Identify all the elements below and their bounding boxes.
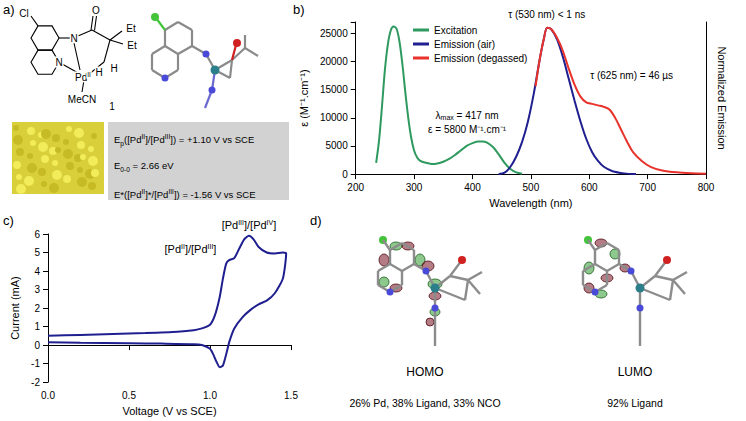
svg-text:III: III	[238, 219, 244, 226]
svg-text:0: 0	[34, 340, 40, 351]
svg-text:Et: Et	[127, 40, 137, 51]
svg-text:Normalized Emission: Normalized Emission	[716, 46, 728, 149]
svg-text:]: ]	[273, 219, 276, 231]
svg-text:MeCN: MeCN	[68, 94, 96, 105]
svg-text:II: II	[181, 243, 185, 250]
svg-text:1.0: 1.0	[203, 390, 217, 401]
svg-text:25000: 25000	[320, 28, 348, 39]
svg-text:92% Ligand: 92% Ligand	[607, 397, 663, 409]
html-text:E*([PdII]*/[PdIII]) = -1.56 V: E*([PdII]*/[PdIII]) = -1.56 V vs SCE	[114, 187, 256, 201]
svg-text:ε = 5800 M⁻¹.cm⁻¹: ε = 5800 M⁻¹.cm⁻¹	[428, 124, 507, 135]
html-text:b): b)	[293, 2, 305, 17]
html-text:Ep([PdII]/[PdIII]) = +1.10 V v: Ep([PdII]/[PdIII]) = +1.10 V vs SCE	[114, 133, 255, 147]
svg-text:500: 500	[523, 182, 540, 193]
svg-text:26% Pd, 38% Ligand, 33% NCO: 26% Pd, 38% Ligand, 33% NCO	[349, 397, 500, 409]
html-text:d): d)	[310, 213, 322, 228]
svg-text:0: 0	[342, 169, 348, 180]
svg-text:λ: λ	[435, 109, 441, 121]
svg-text:3: 3	[34, 284, 40, 295]
svg-text:Emission (degassed): Emission (degassed)	[434, 53, 527, 64]
svg-text:0.0: 0.0	[41, 390, 55, 401]
svg-text:N: N	[55, 57, 62, 68]
svg-text:800: 800	[698, 182, 715, 193]
svg-text:= 417 nm: = 417 nm	[454, 110, 499, 121]
svg-text:Emission (air): Emission (air)	[434, 39, 495, 50]
svg-text:Excitation: Excitation	[434, 25, 477, 36]
svg-text:HOMO: HOMO	[406, 365, 443, 379]
svg-text:[Pd: [Pd	[164, 243, 181, 255]
svg-text:IV: IV	[266, 219, 274, 226]
svg-text:H: H	[110, 63, 117, 74]
svg-text:Et: Et	[126, 23, 136, 34]
svg-text:2: 2	[34, 303, 40, 314]
svg-text:1: 1	[34, 321, 40, 332]
svg-text:PdII: PdII	[75, 71, 91, 83]
svg-text:Wavelength (nm): Wavelength (nm)	[489, 197, 572, 209]
html-text:E0-0= 2.66 eV: E0-0= 2.66 eV	[114, 160, 174, 173]
svg-text:0.5: 0.5	[122, 390, 136, 401]
svg-text:-1: -1	[31, 358, 40, 369]
html-text:a): a)	[3, 2, 15, 17]
svg-text:6: 6	[34, 229, 40, 240]
html-text:c): c)	[3, 213, 14, 228]
svg-text:Voltage (V vs SCE): Voltage (V vs SCE)	[122, 405, 216, 417]
svg-text:600: 600	[581, 182, 598, 193]
svg-text:5000: 5000	[325, 140, 348, 151]
svg-text:[Pd: [Pd	[222, 219, 239, 231]
svg-text:200: 200	[347, 182, 364, 193]
svg-text:]/[Pd: ]/[Pd	[244, 219, 267, 231]
svg-text:ε (M⁻¹.cm⁻¹): ε (M⁻¹.cm⁻¹)	[298, 69, 310, 127]
svg-text:N: N	[70, 33, 77, 44]
svg-text:H: H	[95, 67, 102, 78]
svg-text:max: max	[441, 114, 455, 121]
svg-text:1.5: 1.5	[284, 390, 298, 401]
svg-text:10000: 10000	[320, 112, 348, 123]
svg-text:O: O	[92, 5, 100, 16]
svg-text:15000: 15000	[320, 84, 348, 95]
svg-text:-2: -2	[31, 377, 40, 388]
svg-text:5: 5	[34, 247, 40, 258]
svg-text:1: 1	[109, 101, 115, 112]
svg-text:Cl: Cl	[19, 8, 28, 19]
svg-text:]: ]	[213, 243, 216, 255]
svg-text:LUMO: LUMO	[618, 365, 653, 379]
svg-text:700: 700	[639, 182, 656, 193]
svg-text:4: 4	[34, 266, 40, 277]
svg-text:τ (530 nm) < 1 ns: τ (530 nm) < 1 ns	[508, 9, 585, 20]
svg-text:400: 400	[464, 182, 481, 193]
svg-text:Current (mA): Current (mA)	[9, 276, 21, 340]
svg-text:300: 300	[406, 182, 423, 193]
svg-text:20000: 20000	[320, 56, 348, 67]
svg-text:III: III	[207, 243, 213, 250]
svg-text:]/[Pd: ]/[Pd	[185, 243, 208, 255]
svg-text:τ (625 nm) = 46 µs: τ (625 nm) = 46 µs	[590, 70, 673, 81]
